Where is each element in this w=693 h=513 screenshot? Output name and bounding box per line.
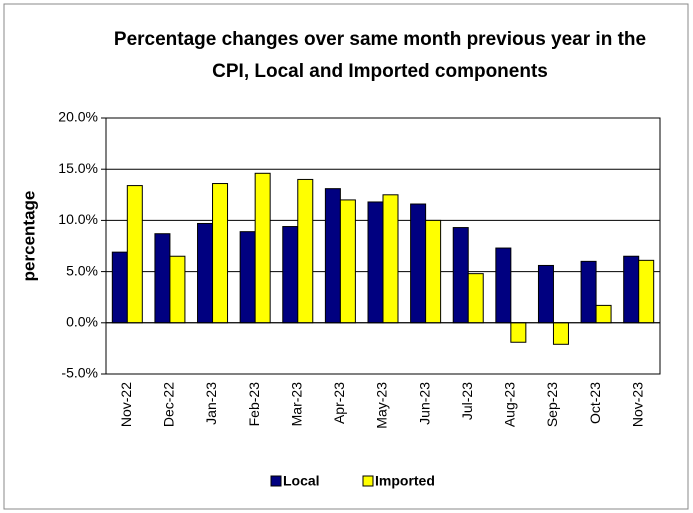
x-tick-label: Oct-23: [587, 382, 603, 424]
y-tick-label: 5.0%: [66, 262, 98, 278]
x-tick-label: Aug-23: [502, 382, 518, 427]
bar: [623, 255, 640, 324]
x-tick-label: Feb-23: [246, 382, 262, 427]
bar: [552, 322, 569, 345]
bar: [452, 227, 469, 324]
legend-swatch: [362, 475, 374, 487]
y-axis-label: percentage: [19, 191, 38, 282]
x-tick-label: Nov-23: [629, 382, 645, 427]
bar: [154, 233, 171, 324]
bar: [467, 273, 484, 324]
y-tick-label: 0.0%: [66, 314, 98, 330]
x-tick-label: May-23: [374, 382, 390, 429]
legend-label: Local: [283, 473, 320, 489]
bar: [324, 188, 341, 324]
bar: [111, 251, 128, 324]
x-tick-label: Jul-23: [459, 382, 475, 420]
bar: [410, 203, 427, 324]
x-tick-label: Mar-23: [288, 382, 304, 427]
x-tick-label: Apr-23: [331, 382, 347, 424]
x-tick-label: Jun-23: [416, 382, 432, 425]
x-tick-label: Dec-22: [161, 382, 177, 427]
x-tick-label: Jan-23: [203, 382, 219, 425]
bar: [580, 260, 597, 324]
x-tick-label: Nov-22: [118, 382, 134, 427]
bar: [169, 255, 186, 324]
y-tick-label: 20.0%: [58, 109, 98, 125]
bar: [212, 183, 229, 324]
bar: [638, 259, 655, 324]
bar: [495, 247, 512, 324]
bar: [239, 231, 256, 324]
chart-title: Percentage changes over same month previ…: [113, 29, 647, 82]
bar: [197, 222, 214, 324]
bar: [297, 178, 314, 324]
bar: [510, 322, 527, 343]
y-tick-label: 15.0%: [58, 160, 98, 176]
bar: [595, 304, 612, 324]
legend-swatch: [270, 475, 282, 487]
bar: [254, 172, 271, 324]
legend-label: Imported: [375, 473, 435, 489]
bar: [282, 226, 299, 324]
x-tick-label: Sep-23: [544, 382, 560, 427]
bar: [126, 185, 143, 324]
y-tick-label: -5.0%: [61, 365, 98, 381]
bar: [537, 264, 554, 324]
bar: [382, 194, 399, 324]
y-tick-label: 10.0%: [58, 211, 98, 227]
bar: [425, 219, 442, 324]
bar: [367, 201, 384, 324]
bar: [339, 199, 356, 324]
